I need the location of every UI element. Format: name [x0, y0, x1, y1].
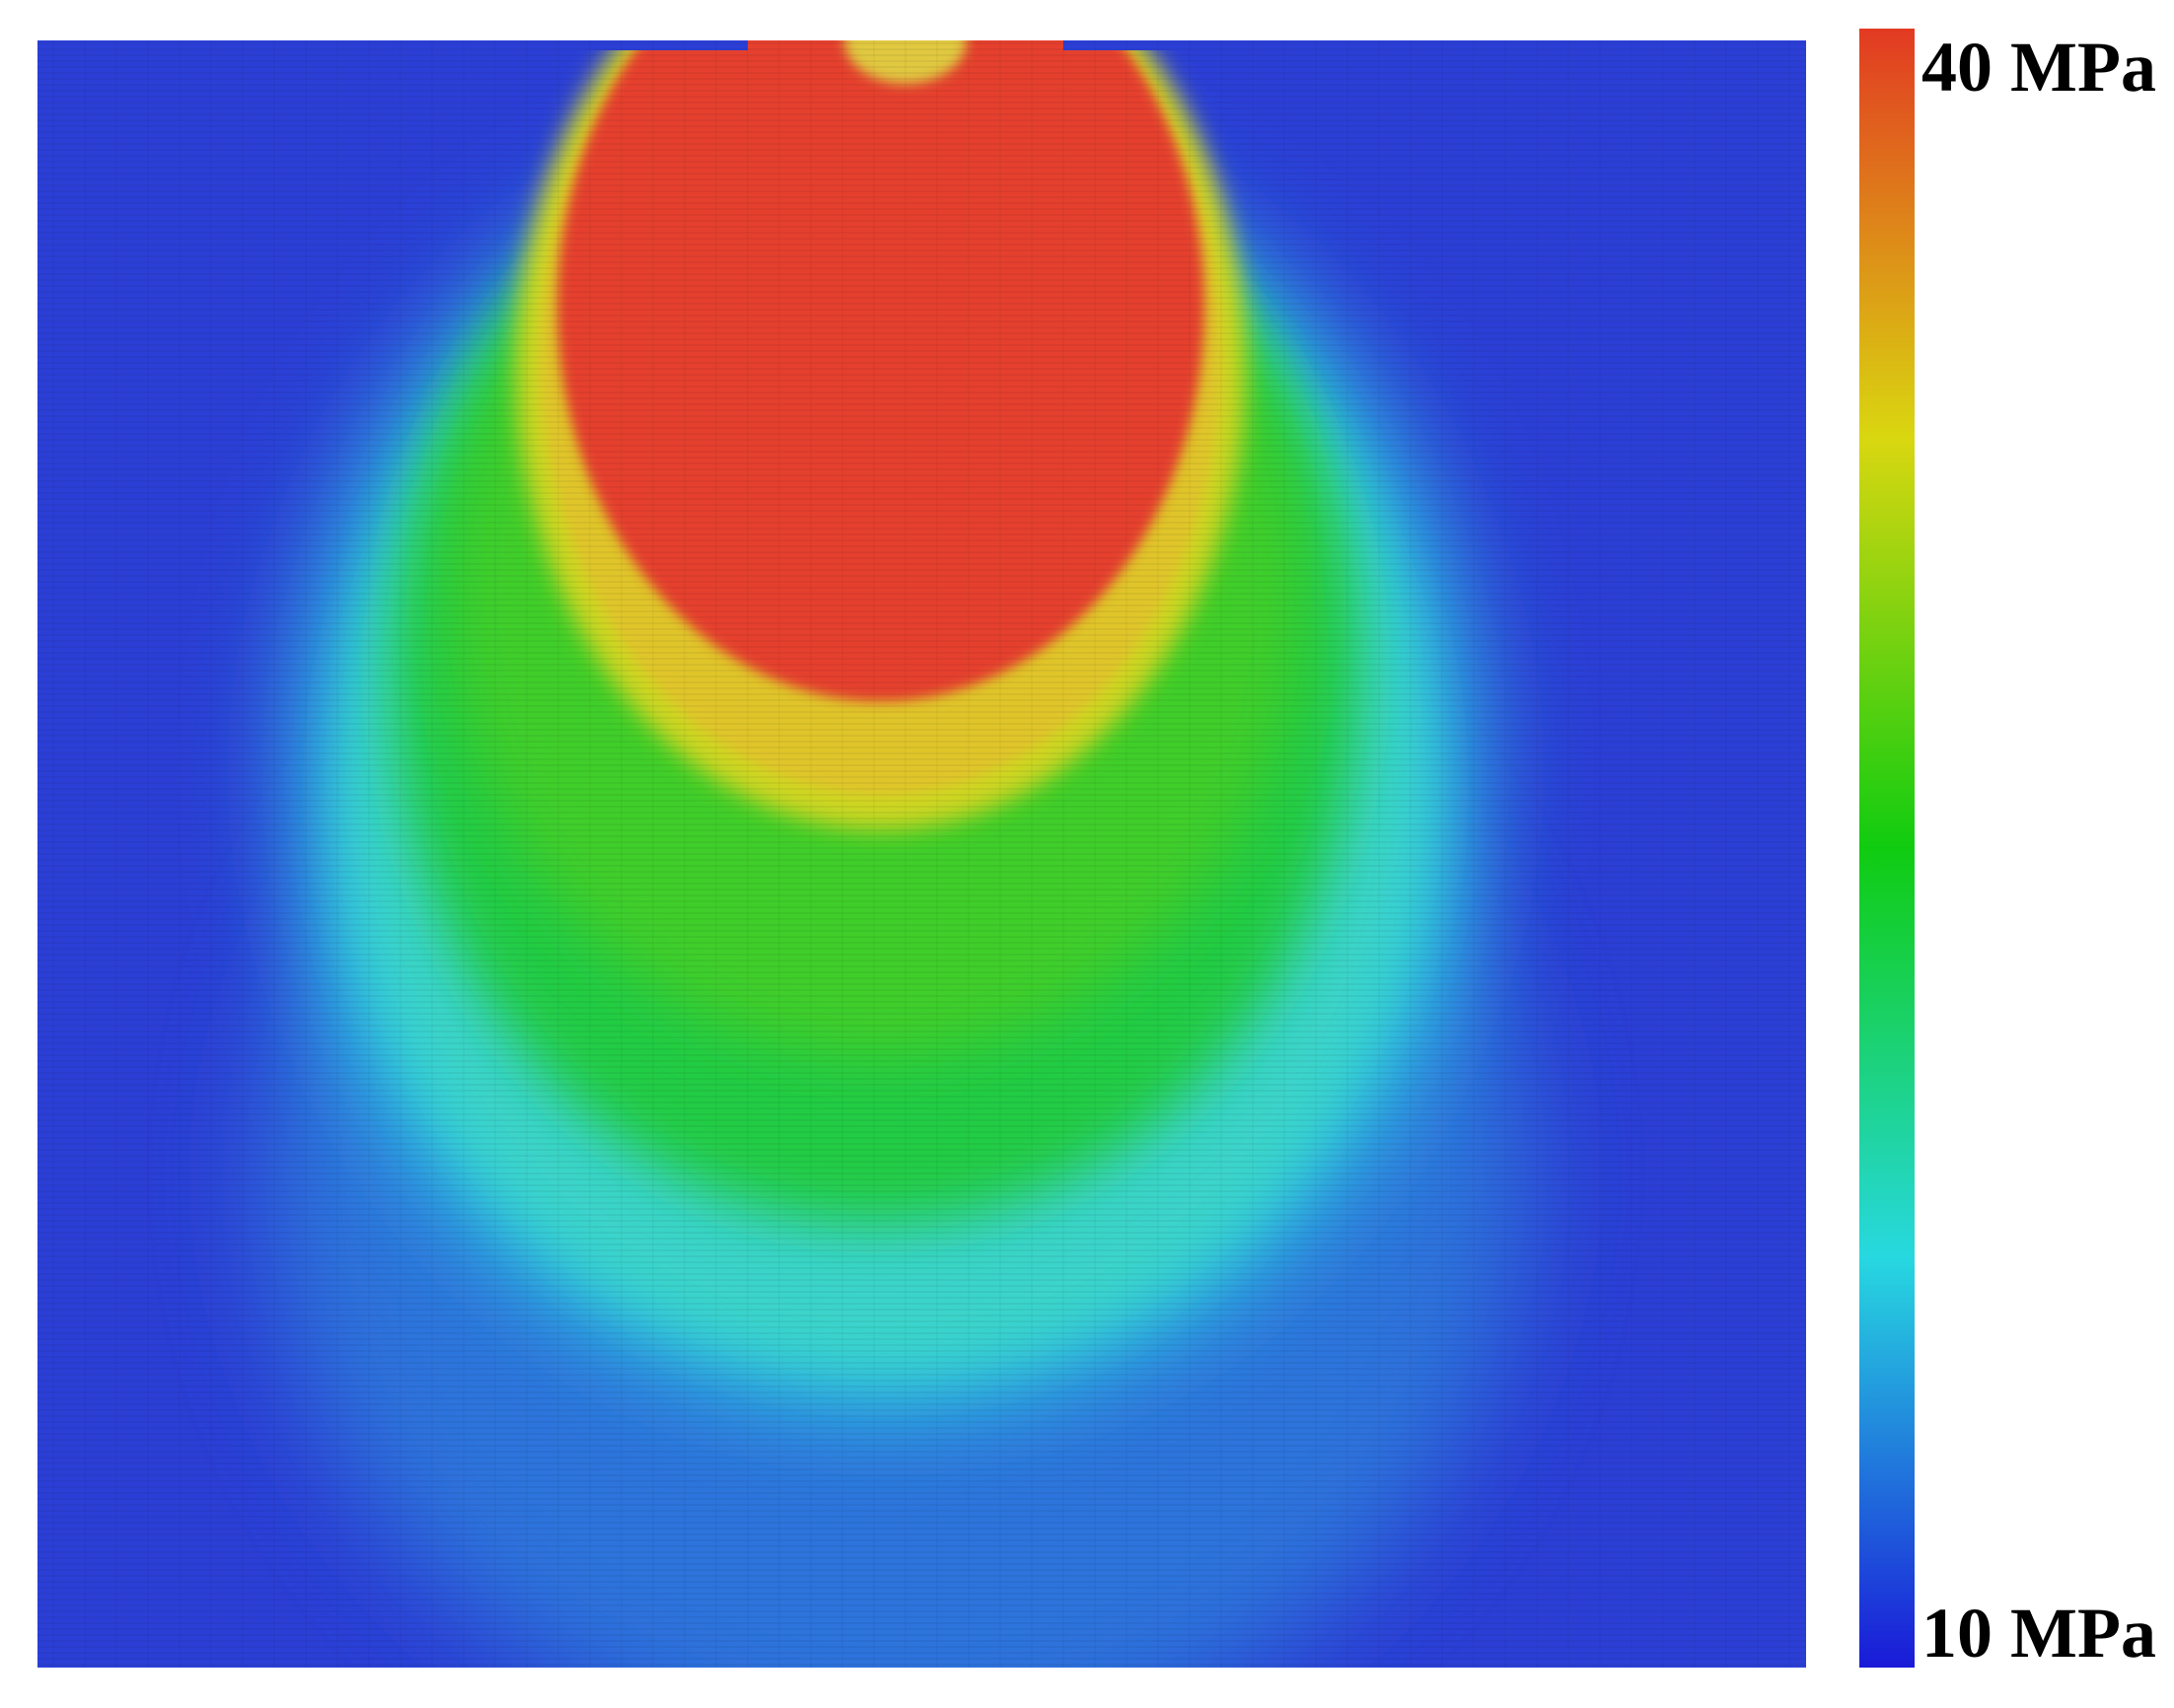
colorbar-gradient	[1859, 29, 1915, 1668]
colorbar	[1859, 29, 1915, 1668]
colorbar-max-label: 40 MPa	[1921, 28, 2156, 107]
colorbar-min-label: 10 MPa	[1921, 1594, 2156, 1672]
mesh-vertical	[37, 40, 1806, 1668]
stress-contour-plot	[37, 40, 1806, 1668]
